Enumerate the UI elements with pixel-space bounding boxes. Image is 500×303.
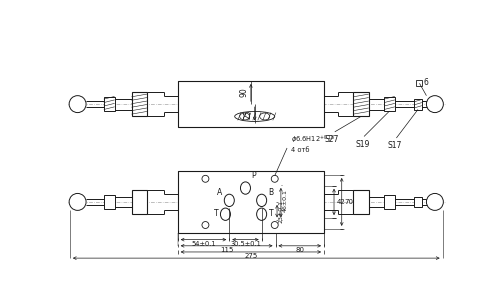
Bar xyxy=(132,92,147,116)
Circle shape xyxy=(426,96,444,113)
Bar xyxy=(414,99,422,109)
Bar xyxy=(354,92,368,116)
Text: 23±0.1: 23±0.1 xyxy=(278,200,283,223)
Text: 115: 115 xyxy=(220,247,234,253)
Text: 6: 6 xyxy=(424,78,428,88)
Text: 25: 25 xyxy=(244,109,252,119)
Circle shape xyxy=(69,193,86,210)
Text: 80: 80 xyxy=(296,247,304,253)
Bar xyxy=(178,81,324,127)
Text: 54±0.1: 54±0.1 xyxy=(192,241,216,247)
Text: S17: S17 xyxy=(388,141,402,150)
Bar xyxy=(132,190,147,214)
Bar xyxy=(384,195,395,209)
Bar xyxy=(416,80,422,86)
Text: 46±0.1: 46±0.1 xyxy=(282,189,288,212)
Text: 275: 275 xyxy=(244,253,258,259)
Bar xyxy=(104,97,115,111)
Text: A: A xyxy=(217,188,222,197)
Text: S19: S19 xyxy=(356,140,370,148)
Bar xyxy=(384,97,395,111)
Text: T: T xyxy=(214,209,218,218)
Bar xyxy=(354,190,368,214)
Text: 42: 42 xyxy=(337,199,346,205)
Text: 70: 70 xyxy=(345,199,354,205)
Circle shape xyxy=(69,96,86,113)
Text: 90: 90 xyxy=(240,88,248,98)
Bar xyxy=(414,197,422,207)
Circle shape xyxy=(426,193,444,210)
Text: $\phi$6.6H12$^{+0.18}$: $\phi$6.6H12$^{+0.18}$ xyxy=(291,134,335,146)
Text: T: T xyxy=(268,209,273,218)
Text: 4 отб: 4 отб xyxy=(291,147,310,153)
Text: S27: S27 xyxy=(324,135,339,144)
Text: B: B xyxy=(268,188,274,197)
Text: P: P xyxy=(252,171,256,180)
Bar xyxy=(104,195,115,209)
Text: 30.5±0.1: 30.5±0.1 xyxy=(230,241,261,247)
Bar xyxy=(178,171,324,233)
